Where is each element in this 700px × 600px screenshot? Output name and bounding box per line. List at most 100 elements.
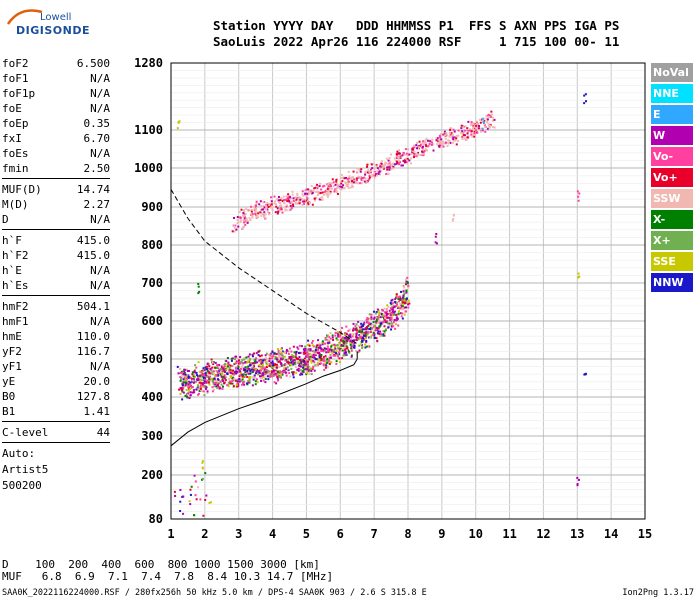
- echo-point: [307, 201, 310, 204]
- echo-point: [426, 139, 429, 142]
- echo-point: [183, 370, 186, 373]
- echo-point: [268, 353, 271, 356]
- echo-point: [449, 126, 452, 129]
- echo-point: [286, 204, 289, 207]
- echo-point: [292, 197, 295, 200]
- echo-point: [434, 241, 437, 244]
- echo-point: [382, 167, 385, 170]
- echo-point: [274, 355, 277, 358]
- echo-point: [372, 333, 375, 336]
- echo-point: [324, 361, 327, 364]
- echo-point: [201, 376, 204, 379]
- echo-point: [193, 371, 196, 374]
- echo-point: [292, 203, 295, 206]
- echo-point: [315, 346, 318, 349]
- echo-point: [453, 130, 456, 133]
- echo-point: [576, 476, 579, 479]
- echo-point: [298, 198, 301, 201]
- echo-point: [198, 376, 201, 379]
- echo-point: [392, 325, 395, 328]
- echo-point: [286, 200, 289, 203]
- param-row: foE N/A: [2, 101, 110, 116]
- echo-point: [350, 355, 353, 358]
- legend-item-nnw: NNW: [651, 273, 693, 292]
- echo-point: [304, 364, 307, 367]
- echo-point: [297, 367, 300, 370]
- echo-point: [434, 235, 437, 238]
- echo-point: [278, 199, 281, 202]
- echo-point: [480, 128, 483, 131]
- param-row: B1 1.41: [2, 404, 110, 419]
- echo-point: [207, 367, 210, 370]
- echo-point: [340, 182, 343, 185]
- echo-point: [391, 314, 394, 317]
- param-value: N/A: [90, 147, 110, 160]
- echo-point: [275, 357, 278, 360]
- echo-point: [184, 378, 187, 381]
- param-value: N/A: [90, 102, 110, 115]
- echo-point: [217, 374, 220, 377]
- echo-point: [251, 209, 254, 212]
- echo-point: [268, 363, 271, 366]
- echo-point: [261, 367, 264, 370]
- echo-point: [243, 356, 246, 359]
- echo-point: [310, 185, 313, 188]
- echo-point: [473, 130, 476, 133]
- echo-point: [248, 353, 251, 356]
- echo-point: [281, 211, 284, 214]
- echo-point: [273, 381, 276, 384]
- echo-point: [327, 193, 330, 196]
- echo-point: [391, 310, 394, 313]
- echo-point: [402, 151, 405, 154]
- echo-point: [384, 311, 387, 314]
- echo-point: [401, 308, 404, 311]
- echo-point: [251, 384, 254, 387]
- echo-point: [192, 375, 195, 378]
- echo-point: [262, 205, 265, 208]
- echo-point: [276, 352, 279, 355]
- echo-point: [278, 366, 281, 369]
- echo-point: [245, 207, 248, 210]
- echo-point: [287, 362, 290, 365]
- echo-point: [337, 334, 340, 337]
- echo-point: [202, 390, 205, 393]
- echo-point: [280, 204, 283, 207]
- echo-point: [385, 157, 388, 160]
- param-label: B0: [2, 390, 16, 403]
- echo-point: [407, 303, 410, 306]
- echo-point: [184, 368, 187, 371]
- echo-point: [179, 509, 182, 512]
- echo-point: [274, 357, 277, 360]
- legend-item-vo: Vo+: [651, 168, 693, 187]
- echo-point: [218, 368, 221, 371]
- echo-point: [231, 382, 234, 385]
- echo-point: [290, 362, 293, 365]
- echo-point: [184, 375, 187, 378]
- echo-point: [283, 201, 286, 204]
- echo-point: [472, 127, 475, 130]
- echo-point: [184, 394, 187, 397]
- echo-point: [237, 225, 240, 228]
- echo-point: [318, 185, 321, 188]
- param-value: 110.0: [76, 330, 110, 343]
- echo-point: [204, 378, 207, 381]
- echo-point: [220, 383, 223, 386]
- echo-point: [358, 326, 361, 329]
- echo-point: [198, 381, 201, 384]
- echo-point: [359, 333, 362, 336]
- echo-point: [288, 347, 291, 350]
- echo-point: [394, 327, 397, 330]
- echo-point: [349, 335, 352, 338]
- echo-point: [276, 359, 279, 362]
- echo-point: [358, 334, 361, 337]
- echo-point: [351, 184, 354, 187]
- echo-point: [408, 159, 411, 162]
- echo-point: [413, 155, 416, 158]
- echo-point: [260, 379, 263, 382]
- echo-point: [332, 185, 335, 188]
- echo-point: [245, 220, 248, 223]
- echo-point: [313, 187, 316, 190]
- echo-point: [448, 135, 451, 138]
- echo-point: [296, 194, 299, 197]
- echo-point: [309, 355, 312, 358]
